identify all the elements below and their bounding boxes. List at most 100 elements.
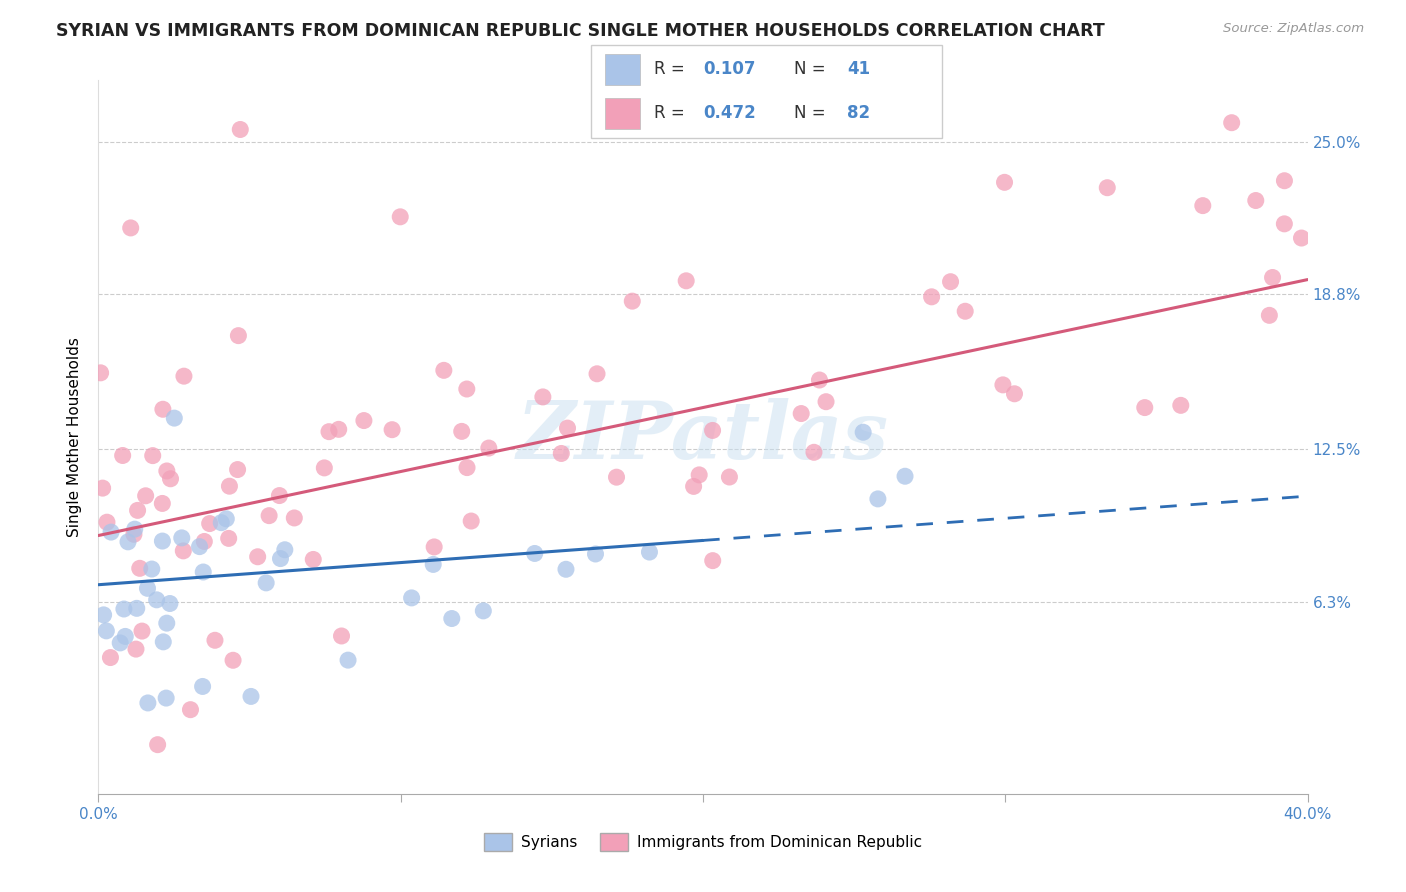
Point bbox=[117, 534, 139, 549]
Point bbox=[557, 421, 579, 435]
Text: R =: R = bbox=[654, 104, 690, 122]
Point bbox=[254, 575, 277, 590]
Point bbox=[100, 650, 122, 665]
Text: 0.107: 0.107 bbox=[703, 60, 755, 78]
Point bbox=[550, 446, 572, 460]
Y-axis label: Single Mother Households: Single Mother Households bbox=[67, 337, 83, 537]
Point bbox=[1170, 398, 1192, 412]
Point bbox=[702, 424, 724, 438]
Point bbox=[152, 635, 174, 649]
Point bbox=[96, 515, 118, 529]
Point bbox=[135, 489, 157, 503]
Point bbox=[302, 552, 325, 566]
Point bbox=[274, 542, 297, 557]
FancyBboxPatch shape bbox=[605, 54, 640, 85]
Point bbox=[921, 290, 943, 304]
Point bbox=[523, 546, 546, 560]
Point bbox=[269, 489, 291, 503]
Point bbox=[555, 562, 578, 576]
Point bbox=[156, 616, 179, 631]
Point bbox=[1004, 386, 1026, 401]
Point bbox=[193, 534, 215, 549]
Point bbox=[141, 562, 163, 576]
Point bbox=[718, 470, 741, 484]
Point bbox=[991, 377, 1014, 392]
Point bbox=[125, 601, 148, 615]
Legend: Syrians, Immigrants from Dominican Republic: Syrians, Immigrants from Dominican Repub… bbox=[478, 827, 928, 857]
Point bbox=[1097, 180, 1119, 194]
Point bbox=[108, 636, 131, 650]
Point bbox=[131, 624, 153, 638]
Point bbox=[150, 496, 173, 510]
Point bbox=[1291, 231, 1313, 245]
Point bbox=[450, 425, 472, 439]
Point bbox=[145, 592, 167, 607]
Point bbox=[328, 422, 350, 436]
Point bbox=[209, 516, 232, 530]
Point bbox=[894, 469, 917, 483]
Text: Source: ZipAtlas.com: Source: ZipAtlas.com bbox=[1223, 22, 1364, 36]
Point bbox=[993, 175, 1015, 189]
Point bbox=[939, 275, 962, 289]
Point bbox=[702, 554, 724, 568]
Point bbox=[456, 460, 478, 475]
Point bbox=[114, 629, 136, 643]
Point bbox=[198, 516, 221, 531]
Point bbox=[240, 690, 263, 704]
Point bbox=[159, 597, 181, 611]
FancyBboxPatch shape bbox=[591, 45, 942, 138]
Point bbox=[283, 511, 305, 525]
Text: SYRIAN VS IMMIGRANTS FROM DOMINICAN REPUBLIC SINGLE MOTHER HOUSEHOLDS CORRELATIO: SYRIAN VS IMMIGRANTS FROM DOMINICAN REPU… bbox=[56, 22, 1105, 40]
Point bbox=[330, 629, 353, 643]
Point bbox=[460, 514, 482, 528]
Point bbox=[586, 367, 609, 381]
Point bbox=[866, 491, 889, 506]
Point bbox=[852, 425, 875, 440]
Point bbox=[1133, 401, 1156, 415]
Point bbox=[585, 547, 607, 561]
Point bbox=[179, 703, 201, 717]
Text: 82: 82 bbox=[846, 104, 870, 122]
Point bbox=[93, 607, 115, 622]
Point bbox=[638, 545, 661, 559]
Point bbox=[1244, 194, 1267, 208]
Point bbox=[605, 470, 627, 484]
FancyBboxPatch shape bbox=[605, 98, 640, 129]
Point bbox=[1261, 270, 1284, 285]
Point bbox=[688, 467, 710, 482]
Point bbox=[423, 540, 446, 554]
Point bbox=[127, 503, 149, 517]
Point bbox=[314, 461, 336, 475]
Point bbox=[152, 534, 174, 549]
Point bbox=[381, 423, 404, 437]
Point bbox=[1191, 199, 1213, 213]
Point bbox=[478, 441, 501, 455]
Point bbox=[193, 565, 215, 579]
Point bbox=[222, 653, 245, 667]
Point bbox=[353, 413, 375, 427]
Text: N =: N = bbox=[794, 60, 831, 78]
Point bbox=[401, 591, 423, 605]
Point bbox=[155, 691, 177, 706]
Point bbox=[156, 464, 179, 478]
Point bbox=[682, 479, 704, 493]
Point bbox=[422, 558, 444, 572]
Point bbox=[472, 604, 495, 618]
Point bbox=[389, 210, 412, 224]
Point bbox=[318, 425, 340, 439]
Point bbox=[218, 532, 240, 546]
Point bbox=[163, 411, 186, 425]
Point bbox=[1274, 174, 1296, 188]
Point bbox=[675, 274, 697, 288]
Point bbox=[172, 544, 194, 558]
Point bbox=[152, 402, 174, 417]
Point bbox=[1258, 309, 1281, 323]
Point bbox=[188, 540, 211, 554]
Text: 0.472: 0.472 bbox=[703, 104, 756, 122]
Point bbox=[125, 642, 148, 657]
Point bbox=[128, 561, 150, 575]
Point bbox=[215, 512, 238, 526]
Point bbox=[228, 328, 250, 343]
Text: ZIPatlas: ZIPatlas bbox=[517, 399, 889, 475]
Point bbox=[808, 373, 831, 387]
